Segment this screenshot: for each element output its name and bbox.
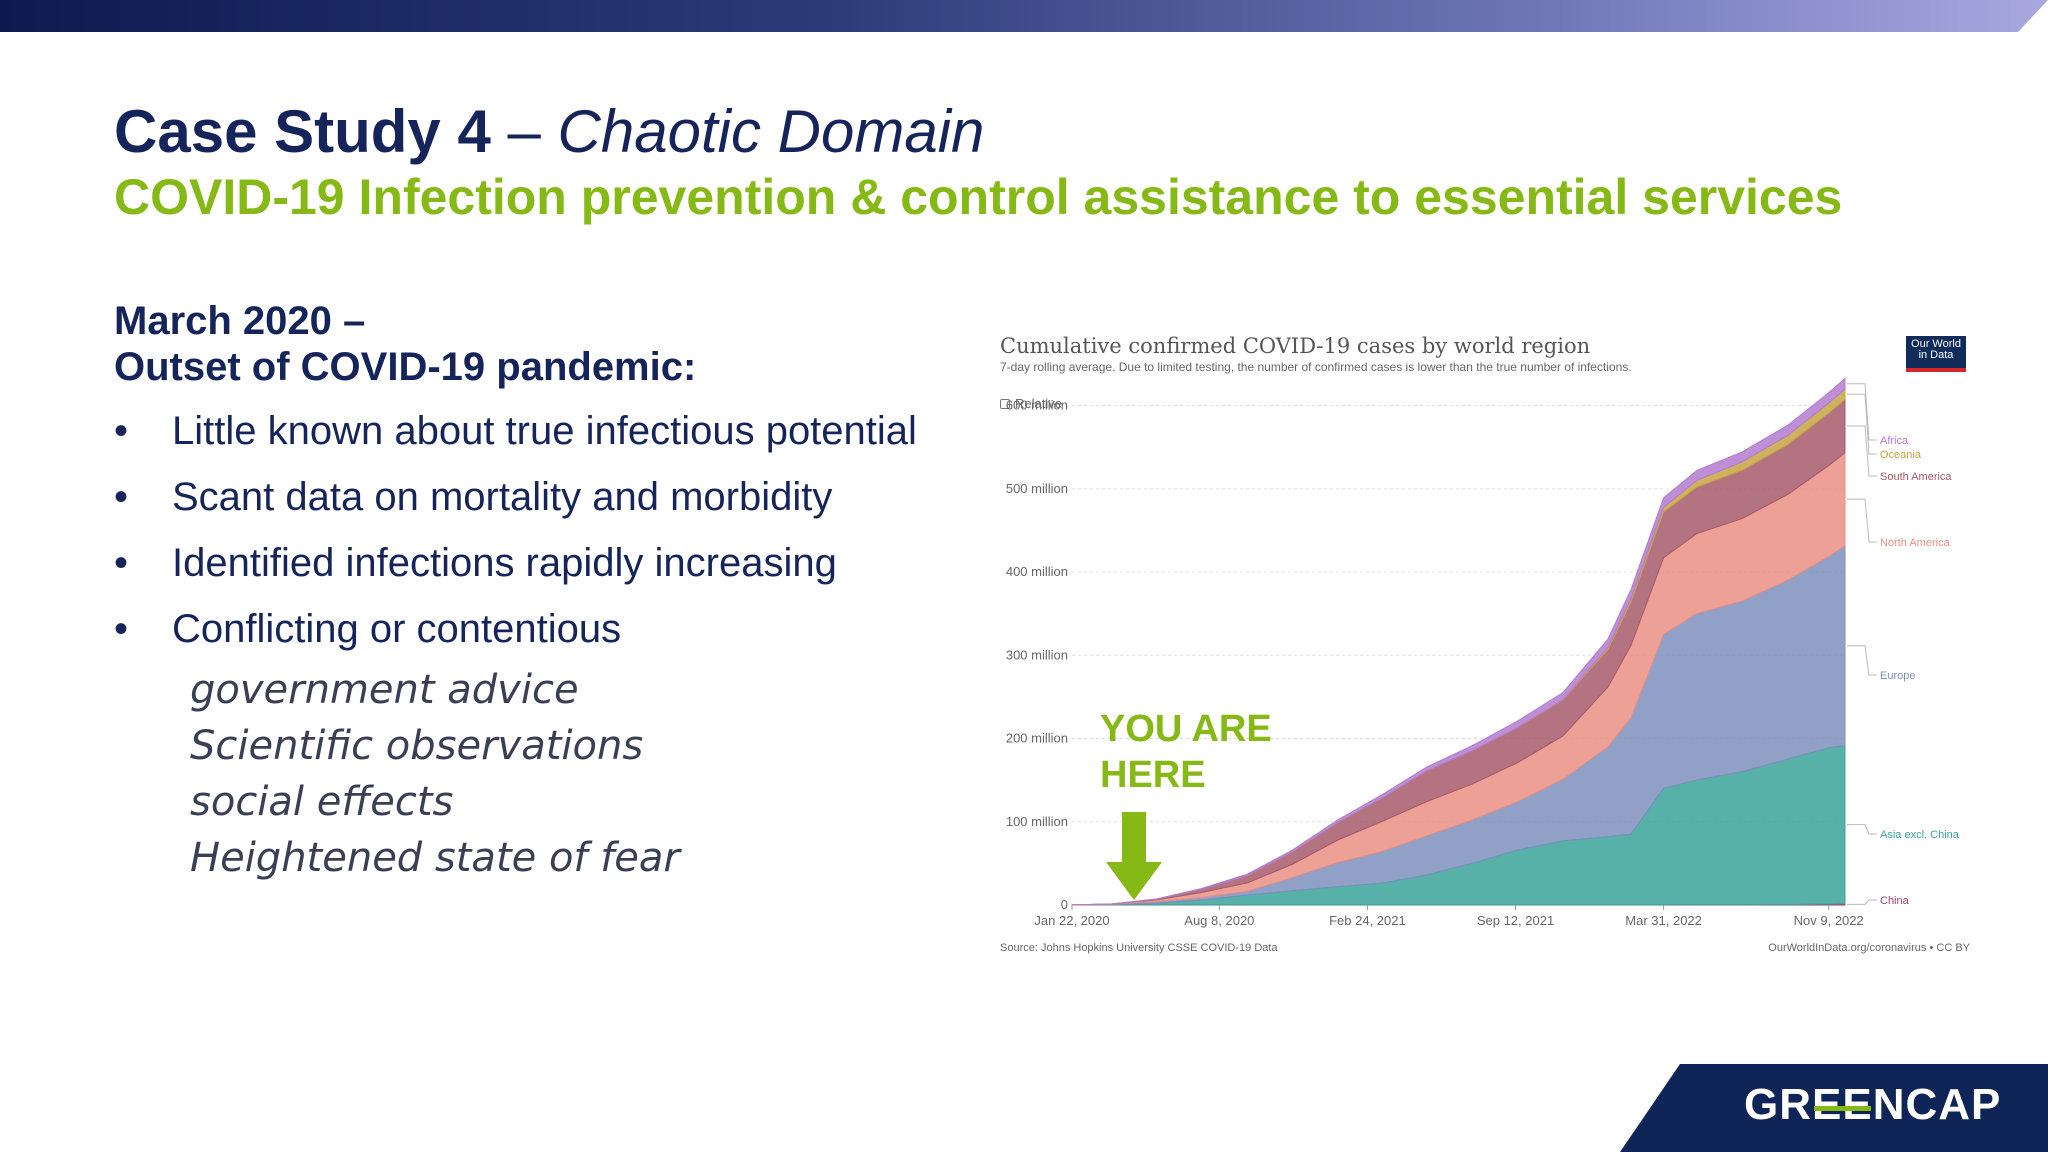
bullet-text: Scant data on mortality and morbidity	[172, 475, 833, 519]
sub-list: government advice Scientific observation…	[114, 662, 934, 886]
x-tick-label: Feb 24, 2021	[1329, 913, 1406, 928]
legend-label-oceania: Oceania	[1880, 449, 1922, 461]
legend-label-china: China	[1880, 895, 1910, 907]
bullet-text: Little known about true infectious poten…	[172, 409, 917, 453]
x-tick-label: Sep 12, 2021	[1477, 913, 1554, 928]
relative-toggle[interactable]: Relative	[1000, 396, 1062, 411]
sub-item: social effects	[190, 779, 454, 825]
bullet-item: • Identified infections rapidly increasin…	[114, 540, 934, 586]
x-tick-label: Aug 8, 2020	[1184, 913, 1254, 928]
x-tick-label: Nov 9, 2022	[1794, 913, 1864, 928]
y-tick-label: 400 million	[1006, 564, 1068, 579]
bullet-item: • Conflicting or contentious	[114, 606, 934, 652]
logo-text-start: GR	[1744, 1080, 1812, 1129]
title-italic: Chaotic Domain	[557, 98, 985, 165]
bullet-item: • Scant data on mortality and morbidity	[114, 474, 934, 520]
x-tick-label: Jan 22, 2020	[1034, 913, 1109, 928]
slide-title: Case Study 4 – Chaotic Domain	[114, 96, 984, 168]
greencap-logo: GREENCAP	[1744, 1080, 2001, 1130]
chart-subtitle: 7-day rolling average. Due to limited te…	[1000, 360, 1632, 374]
chart-source: Source: Johns Hopkins University CSSE CO…	[1000, 942, 1278, 954]
sub-item: government advice	[190, 667, 579, 713]
you-are-here-line-2: HERE	[1100, 754, 1206, 796]
y-tick-label: 0	[1061, 897, 1068, 912]
y-tick-label: 200 million	[1006, 731, 1068, 746]
owid-line-1: Our World	[1911, 338, 1961, 350]
legend-label-europe: Europe	[1880, 670, 1915, 682]
relative-label: Relative	[1015, 396, 1062, 411]
chart-plot: 0 100 million 200 million 300 million 400 mi…	[1006, 377, 1960, 928]
bullet-dot: •	[114, 475, 129, 519]
x-tick-label: Mar 31, 2022	[1625, 913, 1702, 928]
legend-leader	[1847, 498, 1877, 543]
sub-list-container: government advice Scientific observation…	[114, 662, 934, 886]
legend-leader	[1847, 425, 1877, 477]
legend-label-north-america: North America	[1880, 537, 1951, 549]
owid-line-2: in Data	[1918, 349, 1954, 361]
section-heading: March 2020 – Outset of COVID-19 pandemic…	[114, 298, 934, 390]
logo-text-end: NCAP	[1872, 1080, 2002, 1129]
heading-line-1: March 2020 –	[114, 299, 366, 343]
bullet-dot: •	[114, 409, 129, 453]
sub-item: Heightened state of fear	[190, 835, 680, 881]
legend-leader	[1847, 899, 1877, 905]
y-tick-label: 300 million	[1006, 647, 1068, 662]
logo-text-ee: EE	[1812, 1080, 1873, 1129]
area-africa	[1071, 377, 1846, 906]
you-are-here-line-1: YOU ARE	[1100, 708, 1272, 750]
legend-leader	[1847, 824, 1877, 835]
bullet-dot: •	[114, 541, 129, 585]
y-tick-label: 100 million	[1006, 814, 1068, 829]
y-tick-label: 600 million	[1006, 398, 1068, 413]
legend-leader	[1847, 645, 1877, 676]
legend-label-asia-excl-china: Asia excl. China	[1880, 829, 1960, 841]
legend-label-south-america: South America	[1880, 471, 1952, 483]
bullet-text: Identified infections rapidly increasing	[172, 541, 837, 585]
you-are-here-label: YOU ARE HERE	[1100, 706, 1360, 798]
slide-subtitle: COVID-19 Infection prevention & control …	[114, 169, 1843, 225]
chart-credit: OurWorldInData.org/coronavirus • CC BY	[1768, 942, 1970, 954]
title-main: Case Study 4	[114, 98, 491, 165]
bullet-item: • Little known about true infectious pote…	[114, 408, 934, 454]
legend-leader	[1847, 393, 1877, 455]
relative-checkbox[interactable]	[1000, 398, 1010, 409]
title-separator: –	[490, 98, 558, 165]
chart-title: Cumulative confirmed COVID-19 cases by w…	[1000, 334, 1591, 358]
owid-logo: Our World in Data	[1906, 336, 1966, 372]
bullet-text: Conflicting or contentious	[172, 607, 622, 651]
bullet-dot: •	[114, 607, 129, 651]
sub-item: Scientific observations	[190, 723, 644, 769]
top-gradient-bar	[0, 0, 2048, 32]
bullet-list: • Little known about true infectious pote…	[114, 408, 934, 886]
legend-leader	[1847, 383, 1877, 441]
covid-chart: Cumulative confirmed COVID-19 cases by w…	[990, 324, 1980, 964]
heading-line-2: Outset of COVID-19 pandemic:	[114, 345, 697, 389]
down-arrow-icon	[1106, 812, 1162, 900]
y-tick-label: 500 million	[1006, 481, 1068, 496]
legend-label-africa: Africa	[1880, 435, 1909, 447]
